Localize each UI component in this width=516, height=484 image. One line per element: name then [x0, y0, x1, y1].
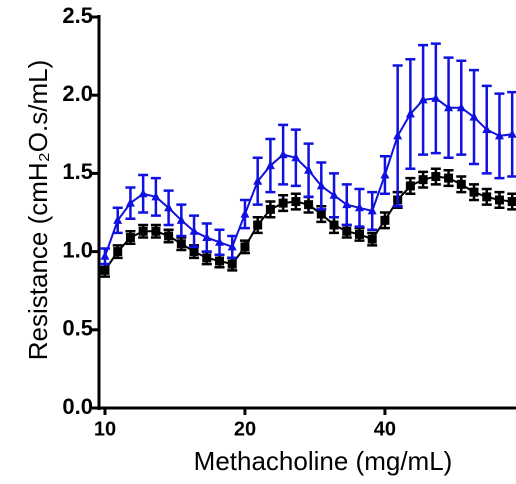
- marker: [253, 220, 263, 230]
- x-tick-label: 40: [374, 418, 396, 440]
- marker: [100, 265, 110, 275]
- marker: [278, 198, 288, 208]
- y-tick-label: 0.0: [62, 394, 93, 419]
- y-tick-label: 0.5: [62, 316, 93, 341]
- marker: [444, 173, 454, 183]
- marker: [494, 130, 504, 140]
- marker: [113, 215, 123, 224]
- marker: [482, 124, 492, 134]
- marker: [367, 234, 377, 244]
- marker: [354, 229, 364, 239]
- marker: [507, 129, 516, 138]
- marker: [431, 172, 441, 182]
- marker: [215, 237, 225, 246]
- marker: [138, 188, 148, 198]
- x-axis-label: Methacholine (mg/mL): [194, 446, 453, 476]
- marker: [227, 241, 237, 251]
- marker: [125, 233, 135, 243]
- marker: [125, 198, 135, 207]
- marker: [113, 247, 123, 257]
- marker: [151, 191, 161, 201]
- marker: [304, 165, 314, 174]
- marker: [380, 169, 390, 179]
- marker: [164, 231, 174, 241]
- y-tick-label: 2.0: [62, 81, 93, 106]
- marker: [138, 226, 148, 236]
- marker: [265, 160, 275, 170]
- marker: [405, 181, 415, 191]
- marker: [164, 202, 174, 212]
- y-axis-label: Resistance (cmH₂O.s/mL): [23, 60, 53, 360]
- y-tick-label: 2.5: [62, 3, 93, 28]
- marker: [176, 239, 186, 249]
- marker: [100, 251, 110, 260]
- marker: [240, 209, 250, 218]
- marker: [342, 226, 352, 236]
- marker: [469, 187, 479, 197]
- marker: [304, 200, 314, 210]
- marker: [354, 202, 364, 212]
- marker: [278, 149, 288, 159]
- marker: [316, 180, 326, 190]
- x-tick-label: 10: [94, 418, 116, 440]
- marker: [151, 226, 161, 236]
- marker: [176, 215, 186, 224]
- marker: [316, 209, 326, 219]
- x-tick-label: 20: [234, 418, 256, 440]
- marker: [469, 112, 479, 121]
- marker: [507, 197, 516, 207]
- y-tick-label: 1.0: [62, 237, 93, 262]
- marker: [456, 179, 466, 189]
- marker: [227, 259, 237, 269]
- marker: [418, 175, 428, 185]
- marker: [240, 242, 250, 252]
- marker: [202, 253, 212, 263]
- marker: [329, 190, 339, 199]
- marker: [253, 176, 263, 185]
- marker: [418, 94, 428, 104]
- marker: [291, 152, 301, 162]
- marker: [342, 199, 352, 209]
- marker: [265, 204, 275, 214]
- y-tick-label: 1.5: [62, 159, 93, 184]
- marker: [393, 130, 403, 140]
- marker: [367, 205, 377, 215]
- marker: [494, 195, 504, 205]
- marker: [291, 197, 301, 207]
- marker: [405, 108, 415, 118]
- marker: [380, 215, 390, 225]
- marker: [456, 102, 466, 112]
- marker: [444, 102, 454, 112]
- marker: [215, 256, 225, 266]
- marker: [482, 192, 492, 202]
- marker: [329, 220, 339, 230]
- marker: [189, 247, 199, 257]
- marker: [189, 226, 199, 235]
- marker: [431, 93, 441, 102]
- marker: [202, 232, 212, 242]
